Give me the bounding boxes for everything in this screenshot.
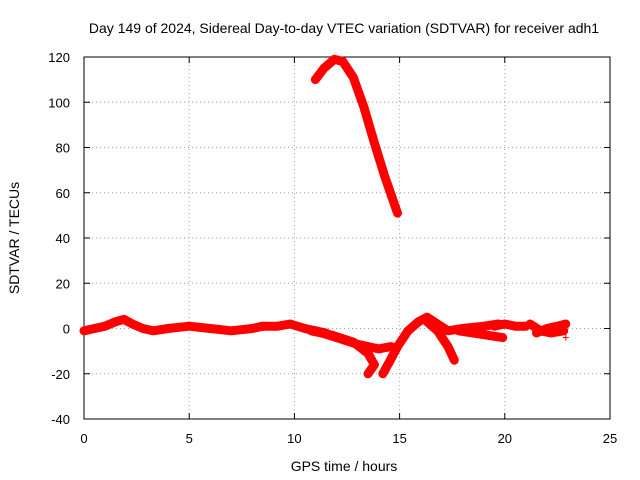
series-track-7 [422,317,459,365]
series-track-6 [378,312,503,379]
x-tick-label: 25 [603,431,617,446]
series-track-1 [79,314,268,336]
series-track-4 [306,326,379,379]
y-axis-label: SDTVAR / TECUs [6,182,22,294]
series-track-9 [489,319,531,331]
plot-frame [83,56,611,420]
y-tick-label: 20 [56,276,70,291]
y-tick-label: -20 [51,367,70,382]
x-tick-label: 15 [392,431,406,446]
y-tick-label: 40 [56,231,70,246]
series-track-11 [531,319,571,338]
grid [84,57,610,419]
series-track-5 [310,54,402,218]
y-tick-label: 80 [56,141,70,156]
x-axis-label: GPS time / hours [291,458,398,474]
x-tick-label: 5 [186,431,193,446]
data-series [79,54,571,379]
y-tick-label: 60 [56,186,70,201]
plus-marker [562,334,569,341]
y-tick-label: -40 [51,412,70,427]
x-tick-label: 0 [80,431,87,446]
y-tick-label: 0 [63,322,70,337]
x-tick-label: 10 [287,431,301,446]
series-track-8 [454,326,508,343]
y-tick-label: 100 [48,95,70,110]
y-tick-label: 120 [48,50,70,65]
x-tick-label: 20 [498,431,512,446]
tick-labels: 0 5 10 15 20 25 -40 -20 0 20 40 60 80 100 120 [48,50,617,446]
chart-title: Day 149 of 2024, Sidereal Day-to-day VTE… [89,20,599,36]
